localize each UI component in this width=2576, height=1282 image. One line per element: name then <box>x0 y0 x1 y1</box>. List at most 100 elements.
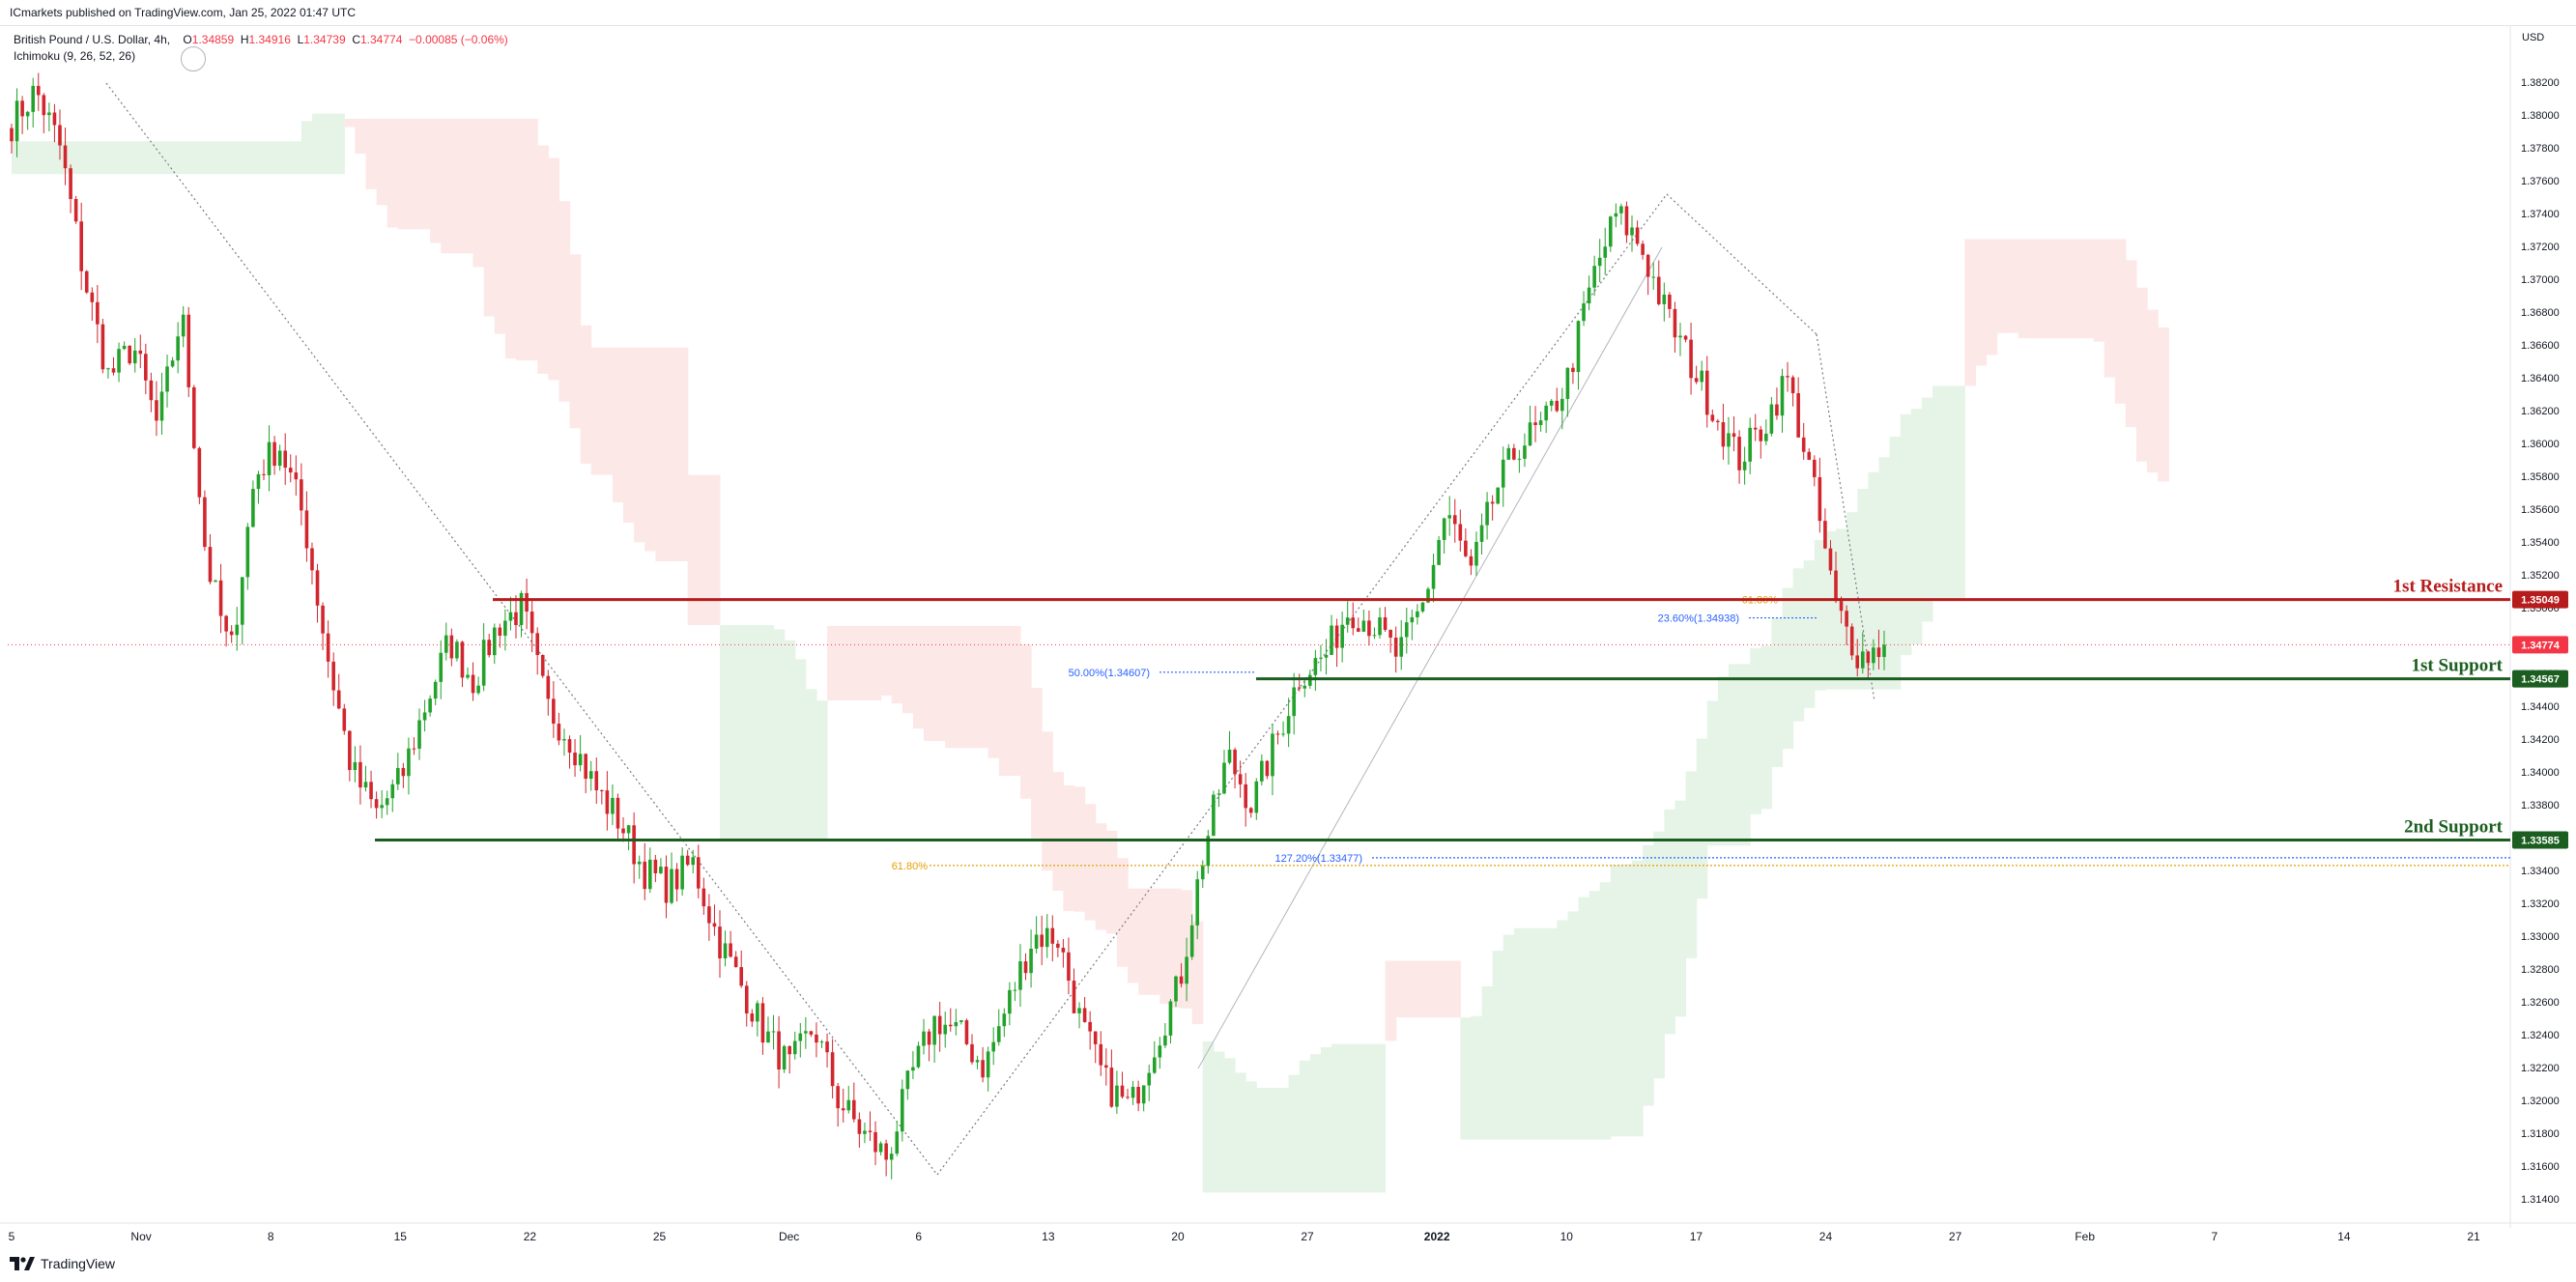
candle-body <box>1271 733 1274 777</box>
candle-body <box>192 386 196 448</box>
candle-body <box>670 869 673 903</box>
candle-body <box>696 857 701 889</box>
candle-body <box>760 1003 765 1043</box>
candle-body <box>1109 1068 1114 1107</box>
time-tick-label: 8 <box>268 1230 274 1243</box>
candle-body <box>203 497 207 548</box>
candle-body <box>1416 611 1419 617</box>
candle-body <box>14 100 19 142</box>
candle-body <box>1801 437 1806 452</box>
candle-body <box>809 1031 814 1035</box>
candle-body <box>1447 515 1452 519</box>
cloud-segment <box>987 625 1000 758</box>
candle-body <box>122 345 127 350</box>
candle-body <box>787 1045 791 1055</box>
cloud-segment <box>1492 951 1504 1140</box>
candle-body <box>315 570 320 606</box>
candle-body <box>170 360 175 367</box>
candle-body <box>288 468 293 473</box>
candle-body <box>1281 733 1285 735</box>
candle-body <box>1088 1021 1092 1032</box>
price-tick-label: 1.33200 <box>2521 898 2560 910</box>
cloud-segment <box>1653 831 1665 1079</box>
candle-body <box>1845 611 1848 627</box>
candle-body <box>659 867 663 873</box>
legend-toggle-button[interactable] <box>181 46 206 71</box>
price-chart[interactable]: USD 1.38200 1.38000 1.37800 1.37600 1.37400 1.… <box>0 25 2576 1251</box>
candle-body <box>584 754 587 780</box>
cloud-segment <box>1191 921 1204 1025</box>
candle-body <box>294 472 299 480</box>
price-tick-label: 1.31800 <box>2521 1128 2560 1140</box>
cloud-segment <box>827 625 839 701</box>
cloud-segment <box>891 625 903 704</box>
candle-body <box>1700 370 1703 383</box>
cloud-segment <box>1417 960 1429 1018</box>
candle-body <box>1093 1031 1098 1044</box>
candle-body <box>79 221 83 271</box>
time-tick-label: 10 <box>1560 1230 1574 1243</box>
candle-body <box>197 447 202 498</box>
cloud-segment <box>408 118 420 230</box>
cloud-segment <box>1964 239 1977 386</box>
candle-body <box>358 761 362 788</box>
candle-body <box>1641 243 1645 255</box>
candle-body <box>36 85 41 96</box>
candle-body <box>733 956 738 968</box>
cloud-segment <box>580 325 592 465</box>
candle-body <box>144 354 148 381</box>
candle-body <box>895 1131 900 1154</box>
time-tick-label: 17 <box>1690 1230 1703 1243</box>
candle-body <box>132 350 137 364</box>
candle-body <box>407 748 411 777</box>
publish-text: ICmarkets published on TradingView.com, … <box>10 6 356 19</box>
cloud-segment <box>1009 625 1021 776</box>
indicator-label[interactable]: Ichimoku (9, 26, 52, 26) <box>14 49 136 63</box>
candle-body <box>1388 629 1392 638</box>
candle-body <box>466 674 470 678</box>
chart-legend: British Pound / U.S. Dollar, 4h, O1.3485… <box>14 32 508 65</box>
level-name-label: 1st Support <box>2412 656 2504 676</box>
cloud-segment <box>1138 888 1150 995</box>
last-price-label: 1.34774 <box>2521 640 2561 651</box>
candle-body <box>176 336 180 361</box>
cloud-segment <box>1932 385 1944 599</box>
time-tick-label: 6 <box>915 1230 922 1243</box>
cloud-segment <box>1728 664 1740 846</box>
price-tick-label: 1.38000 <box>2521 110 2560 122</box>
time-tick-label: Nov <box>130 1230 151 1243</box>
candle-body <box>552 698 556 725</box>
cloud-segment <box>934 625 946 742</box>
high-value: 1.34916 <box>248 33 291 46</box>
cloud-segment <box>708 474 721 626</box>
candle-body <box>498 627 502 636</box>
candle-body <box>1206 836 1211 867</box>
cloud-segment <box>816 700 828 841</box>
cloud-segment <box>569 254 582 429</box>
candle-body <box>1393 637 1398 657</box>
cloud-segment <box>698 474 710 626</box>
candle-body <box>439 652 444 682</box>
candle-body <box>1716 420 1720 423</box>
candle-body <box>1244 783 1247 809</box>
cloud-segment <box>1439 960 1450 1018</box>
candle-body <box>836 1086 840 1109</box>
cloud-segment <box>129 141 141 175</box>
symbol-title[interactable]: British Pound / U.S. Dollar, 4h, <box>14 33 171 46</box>
candle-body <box>922 1031 926 1046</box>
candle-body <box>417 720 421 749</box>
price-tick-label: 1.32600 <box>2521 997 2560 1009</box>
cloud-segment <box>805 689 817 841</box>
time-tick-label: Dec <box>779 1230 799 1243</box>
cloud-segment <box>1664 809 1676 1035</box>
cloud-segment <box>1643 844 1654 1106</box>
cloud-segment <box>1116 858 1129 967</box>
tradingview-logo[interactable]: TradingView <box>10 1256 115 1271</box>
candle-body <box>1866 651 1871 664</box>
candle-body <box>557 724 561 741</box>
candle-body <box>1592 266 1596 288</box>
cloud-segment <box>1557 920 1568 1140</box>
candle-body <box>804 1031 808 1034</box>
currency-label: USD <box>2522 32 2544 43</box>
fib-level-label: 61.80% <box>892 861 929 872</box>
